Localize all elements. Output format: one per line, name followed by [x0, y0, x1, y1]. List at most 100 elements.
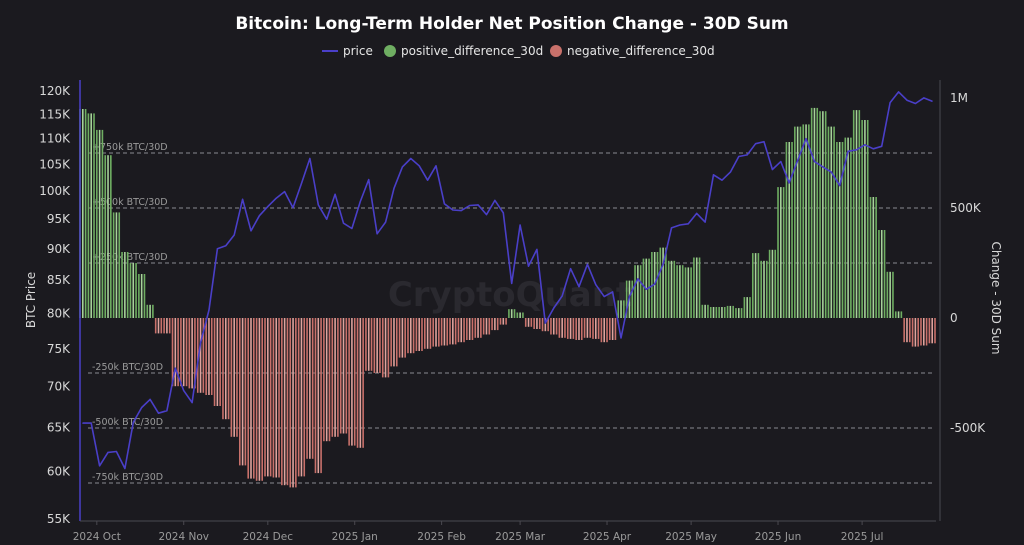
- negative-bar: [611, 318, 614, 340]
- positive-bar: [149, 304, 151, 318]
- positive-bar: [771, 249, 774, 318]
- negative-bar: [213, 318, 216, 406]
- negative-bar: [286, 318, 289, 486]
- price-point: [914, 102, 916, 105]
- positive-bar: [805, 124, 807, 319]
- price-point: [469, 204, 471, 207]
- negative-bar: [216, 318, 219, 406]
- negative-bar: [250, 318, 252, 479]
- positive-bar: [855, 110, 858, 318]
- negative-bar: [356, 318, 359, 448]
- positive-bar: [625, 280, 628, 318]
- negative-bar: [210, 318, 213, 395]
- negative-bar: [566, 318, 569, 339]
- negative-bar: [917, 318, 919, 347]
- price-point: [696, 212, 698, 215]
- positive-bar: [90, 113, 93, 319]
- price-point: [780, 161, 782, 163]
- positive-bar: [766, 260, 768, 318]
- positive-bar: [737, 308, 740, 318]
- price-point: [427, 179, 429, 181]
- legend-item-positive[interactable]: positive_difference_30d: [384, 44, 543, 58]
- price-point: [704, 221, 706, 223]
- positive-bar: [852, 110, 855, 318]
- positive-bar: [124, 252, 126, 318]
- positive-bar: [883, 230, 886, 318]
- price-point: [317, 204, 319, 206]
- negative-bar: [297, 318, 300, 477]
- price-point: [174, 367, 176, 369]
- negative-bar: [401, 318, 404, 358]
- negative-bar: [269, 318, 272, 477]
- negative-bar: [468, 318, 471, 340]
- legend-item-negative[interactable]: negative_difference_30d: [550, 44, 715, 58]
- negative-bar: [177, 318, 179, 387]
- positive-bar: [872, 197, 875, 318]
- legend-item-price[interactable]: price: [322, 44, 373, 58]
- negative-bar: [443, 318, 446, 346]
- price-point: [141, 406, 143, 409]
- negative-bar: [454, 318, 457, 345]
- positive-bar: [816, 107, 819, 319]
- positive-bar: [87, 113, 90, 319]
- right-tick-label: -500K: [950, 421, 986, 435]
- legend-label-price: price: [343, 44, 373, 58]
- negative-bar: [393, 318, 395, 367]
- negative-bar: [530, 318, 533, 327]
- positive-bar: [107, 155, 109, 318]
- price-point: [628, 295, 631, 298]
- positive-bar: [670, 260, 673, 318]
- right-tick-label: 0: [950, 311, 958, 325]
- negative-bar: [418, 318, 420, 351]
- price-point: [897, 91, 900, 93]
- negative-bar: [188, 318, 191, 389]
- negative-bar: [334, 318, 336, 437]
- positive-bar: [796, 126, 799, 318]
- negative-bar: [432, 318, 435, 347]
- positive-bar: [522, 312, 524, 318]
- price-point: [830, 171, 832, 173]
- positive-bar: [740, 308, 743, 318]
- negative-bar: [154, 318, 157, 334]
- price-point: [864, 144, 866, 146]
- negative-bar: [558, 318, 561, 338]
- negative-bar: [485, 318, 488, 335]
- positive-bar: [132, 263, 135, 318]
- negative-bar: [589, 318, 591, 338]
- negative-bar: [384, 318, 387, 378]
- positive-bar: [659, 247, 662, 318]
- positive-bar: [813, 107, 816, 319]
- left-tick-label: 60K: [47, 464, 71, 478]
- right-tick-label: 500K: [950, 201, 982, 215]
- reference-lines: +750k BTC/30D +500k BTC/30D +250k BTC/30D -…: [88, 142, 935, 484]
- positive-bar: [687, 267, 690, 318]
- negative-bar: [272, 318, 275, 478]
- negative-bar: [379, 318, 381, 373]
- price-point: [687, 223, 689, 225]
- negative-bar: [502, 318, 505, 325]
- positive-bar: [822, 111, 824, 318]
- negative-bar: [914, 318, 917, 347]
- negative-bar: [295, 318, 297, 488]
- positive-bar: [788, 142, 791, 318]
- negative-bar: [460, 318, 463, 343]
- price-point: [199, 342, 202, 344]
- price-point: [275, 197, 277, 199]
- price-point: [881, 145, 883, 147]
- negative-bar: [157, 318, 160, 334]
- positive-bar: [757, 253, 760, 318]
- positive-bar: [802, 124, 805, 319]
- negative-bar: [440, 318, 443, 346]
- positive-bar: [620, 300, 622, 318]
- left-tick-label: 85K: [47, 273, 71, 287]
- price-point: [410, 157, 412, 160]
- positive-bar: [810, 107, 813, 319]
- negative-bar: [222, 318, 224, 420]
- negative-bar: [533, 318, 535, 329]
- watermark: CryptoQuant: [388, 275, 632, 315]
- left-tick-label: 110K: [39, 132, 71, 146]
- negative-bar: [466, 318, 468, 340]
- positive-bar: [732, 305, 734, 318]
- x-tick-label: 2025 Jun: [755, 531, 801, 543]
- negative-bar: [499, 318, 502, 325]
